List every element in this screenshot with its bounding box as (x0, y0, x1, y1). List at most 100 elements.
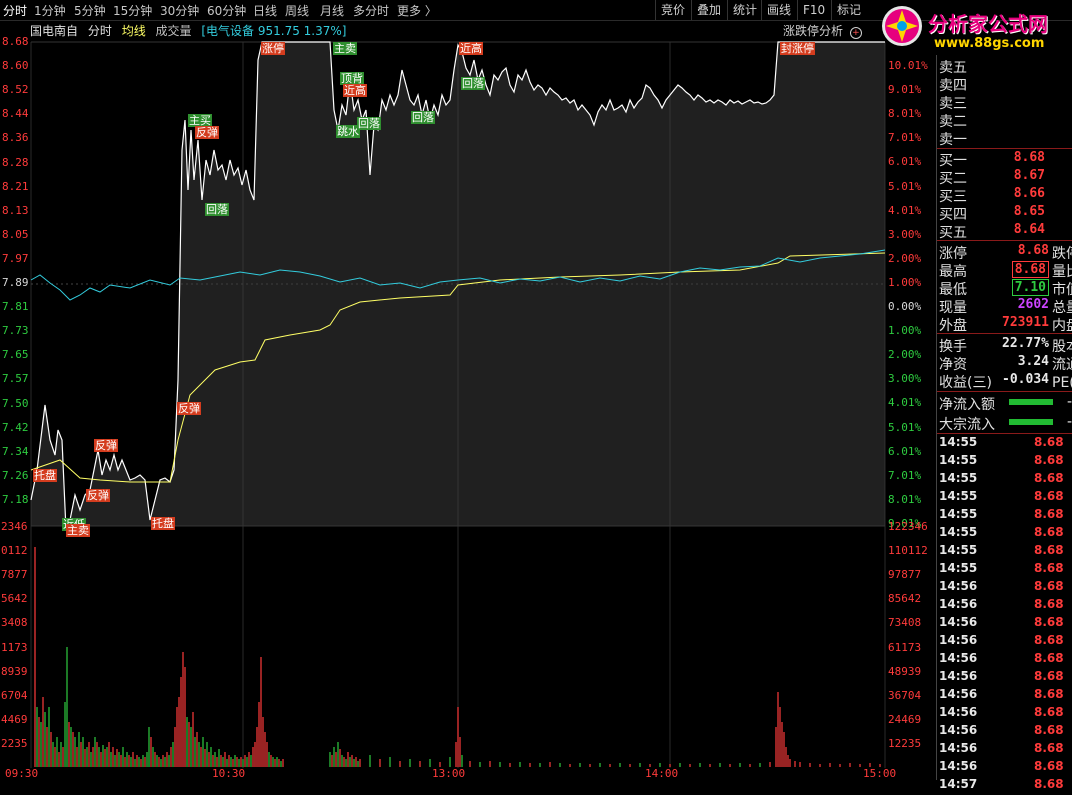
tick-row: 14:55 8.68 (939, 453, 1069, 471)
stat-row: 涨停 8.68跌停 (939, 243, 1072, 262)
stat-row: 最高 8.68量比 (939, 261, 1072, 280)
tick-price: 8.68 (1034, 633, 1064, 647)
tick-price: 8.68 (1034, 525, 1064, 539)
tab-period-7[interactable]: 周线 (285, 4, 310, 18)
volume-tick: 7877 (1, 568, 28, 582)
price-tick: 8.44 (2, 107, 29, 121)
tick-row: 14:55 8.68 (939, 561, 1069, 579)
price-tick: 7.73 (2, 324, 29, 338)
tick-row: 14:56 8.68 (939, 687, 1069, 705)
signal-label: 回落 (205, 203, 229, 216)
price-tick: 7.34 (2, 444, 29, 458)
percent-tick: 8.01% (888, 107, 922, 121)
stat-value: 2602 (1017, 297, 1049, 312)
volume-tick: 2346 (1, 520, 28, 533)
tab-period-0[interactable]: 分时 (3, 4, 28, 18)
volume-tick-right: 85642 (888, 592, 922, 606)
tab-period-4[interactable]: 30分钟 (160, 4, 200, 18)
tick-time: 14:56 (939, 651, 978, 665)
price-tick: 8.60 (2, 59, 29, 73)
percent-tick: 7.01% (888, 131, 922, 145)
buy-level-price: 8.68 (1013, 150, 1045, 165)
stat-value: 723911 (1002, 315, 1049, 330)
buy-level-label: 买五 (939, 225, 967, 241)
tab-period-8[interactable]: 月线 (320, 4, 345, 18)
tick-row: 14:55 8.68 (939, 471, 1069, 489)
tick-row: 14:55 8.68 (939, 489, 1069, 507)
signal-label: 主卖 (333, 42, 357, 55)
price-tick: 7.81 (2, 300, 29, 314)
tick-row: 14:55 8.68 (939, 507, 1069, 525)
time-tick: 10:30 (212, 767, 246, 780)
tick-time: 14:55 (939, 525, 978, 539)
tick-price: 8.68 (1034, 687, 1064, 701)
signal-label: 近高 (459, 42, 483, 55)
intraday-chart[interactable] (0, 0, 936, 780)
stat-row: 现量 2602总量 (939, 297, 1072, 316)
tab-period-3[interactable]: 15分钟 (113, 4, 153, 18)
tick-row: 14:56 8.68 (939, 741, 1069, 759)
signal-label: 回落 (461, 77, 485, 90)
tick-price: 8.68 (1034, 741, 1064, 755)
chart-header: 国电南自 分时 均线 成交量 [电气设备 951.75 1.37%] (30, 22, 352, 38)
stat-ext-label: 流通 (1052, 357, 1072, 373)
toolbar-button-1[interactable]: 叠加 (691, 0, 726, 20)
buy-level-label: 买一 (939, 153, 967, 169)
tick-price: 8.68 (1034, 471, 1064, 485)
sell-level-label: 卖二 (939, 114, 967, 130)
tick-price: 8.68 (1034, 723, 1064, 737)
volume-tick-right: 61173 (888, 640, 922, 654)
tab-period-6[interactable]: 日线 (253, 4, 278, 18)
time-tick: 13:00 (432, 767, 466, 780)
stat-value: 3.24 (1017, 354, 1049, 369)
tick-time: 14:56 (939, 597, 978, 611)
stat-value: 8.68 (1011, 261, 1049, 278)
percent-tick: 3.00% (888, 227, 922, 241)
tick-row: 14:56 8.68 (939, 669, 1069, 687)
limit-analysis-button[interactable]: 涨跌停分析 + (783, 22, 862, 39)
average-line (30, 252, 886, 483)
logo-graphic (880, 4, 924, 48)
stat-ext-label: 内盘 (1052, 318, 1072, 334)
toolbar-button-2[interactable]: 统计 (727, 0, 762, 20)
signal-label: 托盘 (151, 517, 175, 530)
percent-tick: 1.00% (888, 324, 922, 338)
toolbar-button-0[interactable]: 竞价 (655, 0, 690, 20)
price-line (30, 41, 885, 531)
tick-row: 14:56 8.68 (939, 651, 1069, 669)
buy-level-price: 8.67 (1013, 168, 1045, 183)
toolbar-button-4[interactable]: F10 (797, 0, 830, 20)
percent-tick: 1.00% (888, 275, 922, 289)
tab-period-2[interactable]: 5分钟 (74, 4, 106, 18)
tick-row: 14:55 8.68 (939, 525, 1069, 543)
signal-label: 反弹 (177, 402, 201, 415)
sell-level: 卖三 (939, 93, 1072, 112)
stat-value: 22.77% (1002, 336, 1049, 351)
signal-label: 回落 (357, 117, 381, 130)
percent-tick: 10.01% (888, 59, 928, 72)
tick-price: 8.68 (1034, 453, 1064, 467)
toolbar-button-3[interactable]: 画线 (761, 0, 796, 20)
percent-tick: 2.00% (888, 348, 922, 362)
sell-level: 卖五 (939, 57, 1072, 76)
divider (937, 333, 1072, 334)
tick-price: 8.68 (1034, 597, 1064, 611)
logo-url: www.88gs.com (934, 36, 1045, 51)
stat-ext-label: PE(动) (1052, 375, 1072, 391)
price-tick: 7.57 (2, 372, 29, 386)
tick-price: 8.68 (1034, 489, 1064, 503)
quote-panel: 卖五 卖四 卖三 卖二 卖一 买一 8.68 买二 8.67 买三 8.66 买四 8.65 买五 8.64… (936, 55, 1072, 791)
volume-tick: 3408 (1, 616, 28, 630)
buy-level: 买四 8.65 (939, 204, 1072, 223)
tab-period-9[interactable]: 多分时 (353, 4, 390, 18)
percent-tick: 9.01% (888, 83, 922, 97)
avg-line-label: 均线 (121, 24, 146, 38)
flow-label: 大宗流入 (939, 417, 995, 433)
percent-tick: 7.01% (888, 468, 922, 482)
signal-label: 主买 (188, 114, 212, 127)
toolbar-button-5[interactable]: 标记 (831, 0, 866, 20)
tick-time: 14:55 (939, 543, 978, 557)
tab-period-5[interactable]: 60分钟 (207, 4, 247, 18)
tab-period-10[interactable]: 更多 〉 (397, 4, 437, 18)
tab-period-1[interactable]: 1分钟 (34, 4, 66, 18)
